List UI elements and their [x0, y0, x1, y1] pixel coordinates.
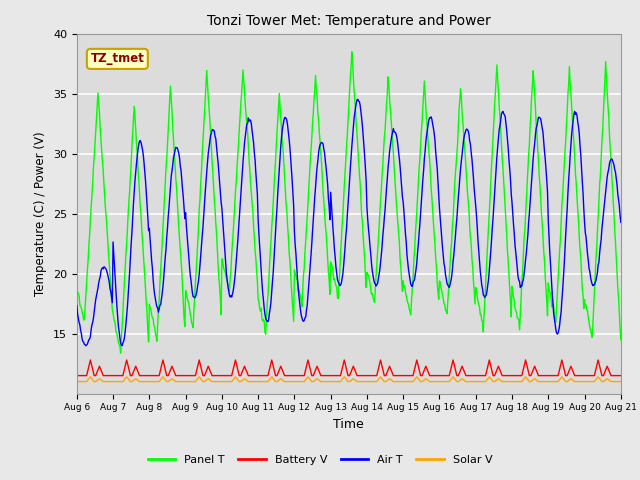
Air T	[395, 150, 403, 156]
Panel T	[341, 171, 349, 177]
Solar V	[617, 379, 625, 384]
Solar V	[394, 379, 402, 384]
Title: Tonzi Tower Met: Temperature and Power: Tonzi Tower Met: Temperature and Power	[207, 14, 491, 28]
Panel T	[116, 350, 124, 356]
Solar V	[73, 379, 81, 384]
Air T	[354, 96, 362, 102]
Battery V	[86, 357, 94, 363]
Battery V	[341, 360, 349, 366]
Y-axis label: Temperature (C) / Power (V): Temperature (C) / Power (V)	[35, 132, 47, 296]
X-axis label: Time: Time	[333, 418, 364, 431]
Panel T	[348, 49, 356, 55]
Solar V	[86, 374, 94, 380]
Air T	[341, 245, 349, 251]
Solar V	[448, 376, 456, 382]
Air T	[568, 123, 576, 129]
Panel T	[216, 296, 224, 301]
Line: Air T: Air T	[77, 99, 621, 346]
Air T	[216, 189, 224, 194]
Air T	[73, 302, 81, 308]
Solar V	[216, 379, 224, 384]
Battery V	[394, 372, 402, 378]
Battery V	[617, 372, 625, 378]
Panel T	[568, 119, 576, 124]
Air T	[193, 288, 201, 294]
Battery V	[73, 372, 81, 378]
Panel T	[617, 337, 625, 343]
Line: Panel T: Panel T	[77, 52, 621, 353]
Solar V	[568, 376, 575, 382]
Battery V	[193, 367, 201, 372]
Solar V	[193, 377, 201, 383]
Text: TZ_tmet: TZ_tmet	[90, 52, 144, 65]
Air T	[617, 219, 625, 225]
Battery V	[448, 363, 456, 369]
Panel T	[73, 284, 81, 290]
Air T	[82, 343, 90, 348]
Panel T	[449, 225, 456, 230]
Legend: Panel T, Battery V, Air T, Solar V: Panel T, Battery V, Air T, Solar V	[143, 451, 497, 469]
Panel T	[193, 255, 201, 261]
Line: Battery V: Battery V	[77, 360, 621, 375]
Line: Solar V: Solar V	[77, 377, 621, 382]
Battery V	[568, 365, 575, 371]
Battery V	[216, 372, 224, 378]
Panel T	[395, 231, 403, 237]
Air T	[449, 268, 456, 274]
Solar V	[341, 375, 349, 381]
